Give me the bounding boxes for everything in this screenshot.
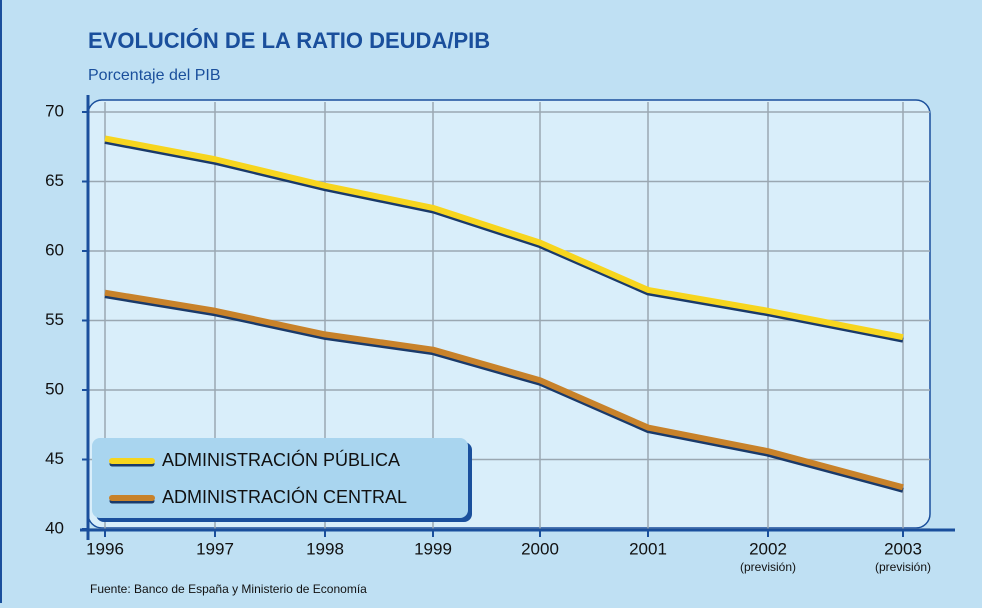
x-tick-note: (previsión): [875, 560, 931, 574]
x-tick-label: 1996: [86, 539, 124, 558]
x-tick-note: (previsión): [740, 560, 796, 574]
y-tick-label: 70: [45, 101, 64, 120]
y-tick-label: 60: [45, 240, 64, 259]
x-tick-label: 2001: [629, 539, 667, 558]
grid: [88, 102, 930, 530]
source-note: Fuente: Banco de España y Ministerio de …: [90, 582, 367, 596]
x-tick-label: 1999: [414, 539, 452, 558]
lines: [104, 135, 904, 493]
y-tick-label: 40: [45, 518, 64, 537]
series-line: [104, 135, 904, 341]
y-tick-label: 65: [45, 171, 64, 190]
legend-label: ADMINISTRACIÓN PÚBLICA: [162, 449, 400, 470]
chart-subtitle: Porcentaje del PIB: [88, 67, 221, 84]
legend-entries: ADMINISTRACIÓN PÚBLICA ADMINISTRACIÓN CEN…: [109, 449, 407, 507]
x-tick-label: 2000: [521, 539, 559, 558]
legend-label: ADMINISTRACIÓN CENTRAL: [162, 486, 407, 507]
x-tick-label: 1998: [306, 539, 344, 558]
legend: [92, 438, 468, 518]
series-line: [104, 289, 904, 491]
y-tick-label: 45: [45, 449, 64, 468]
y-tick-label: 50: [45, 379, 64, 398]
x-tick-label: 1997: [196, 539, 234, 558]
chart-title: EVOLUCIÓN DE LA RATIO DEUDA/PIB: [88, 28, 490, 53]
x-tick-label: 2002: [749, 539, 787, 558]
y-tick-label: 55: [45, 310, 64, 329]
x-tick-label: 2003: [884, 539, 922, 558]
